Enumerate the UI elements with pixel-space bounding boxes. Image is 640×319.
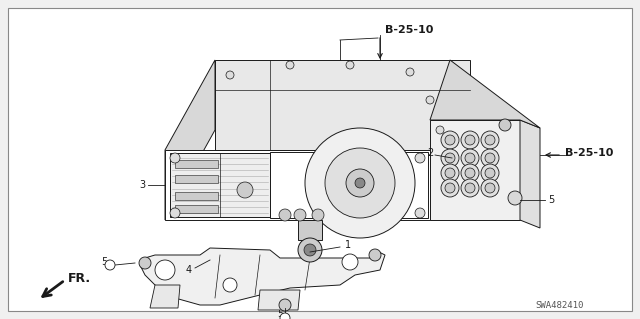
Circle shape [369,249,381,261]
Circle shape [485,135,495,145]
Circle shape [445,183,455,193]
Circle shape [481,164,499,182]
Circle shape [499,119,511,131]
Circle shape [465,168,475,178]
Circle shape [294,209,306,221]
Circle shape [226,71,234,79]
Circle shape [155,260,175,280]
Polygon shape [165,150,430,220]
Text: B-25-10: B-25-10 [565,148,613,158]
Circle shape [481,131,499,149]
Circle shape [223,278,237,292]
Polygon shape [298,220,322,240]
Circle shape [105,260,115,270]
Polygon shape [258,290,300,310]
Polygon shape [430,60,540,128]
Polygon shape [270,152,428,218]
Circle shape [325,148,395,218]
Circle shape [485,153,495,163]
Circle shape [170,208,180,218]
Circle shape [170,153,180,163]
Circle shape [280,313,290,319]
Circle shape [441,179,459,197]
Circle shape [279,299,291,311]
Text: 5: 5 [548,195,554,205]
Circle shape [508,191,522,205]
Polygon shape [215,60,470,150]
Circle shape [406,68,414,76]
Text: FR.: FR. [68,272,91,286]
Circle shape [481,149,499,167]
Text: 1: 1 [345,240,351,250]
Circle shape [461,179,479,197]
Circle shape [415,153,425,163]
Circle shape [465,183,475,193]
Circle shape [461,131,479,149]
Polygon shape [175,160,218,168]
Polygon shape [520,120,540,228]
Circle shape [441,149,459,167]
Circle shape [465,135,475,145]
Text: 3: 3 [139,180,145,190]
Circle shape [355,178,365,188]
Circle shape [445,168,455,178]
Text: SWA482410: SWA482410 [536,300,584,309]
Text: 5: 5 [276,309,283,319]
Circle shape [481,179,499,197]
Text: 2: 2 [427,148,433,158]
Circle shape [426,96,434,104]
Circle shape [461,164,479,182]
Circle shape [346,169,374,197]
Polygon shape [150,285,180,308]
Circle shape [461,149,479,167]
Circle shape [298,238,322,262]
Circle shape [279,209,291,221]
Circle shape [485,183,495,193]
Text: 5: 5 [100,257,107,267]
Text: B-25-10: B-25-10 [385,25,433,35]
Polygon shape [140,248,385,305]
Polygon shape [175,205,218,213]
Circle shape [346,61,354,69]
Circle shape [237,182,253,198]
Circle shape [139,257,151,269]
Circle shape [445,153,455,163]
Polygon shape [165,60,215,220]
Polygon shape [170,153,270,217]
Circle shape [465,153,475,163]
Circle shape [415,208,425,218]
Polygon shape [175,192,218,200]
Circle shape [485,168,495,178]
Circle shape [305,128,415,238]
Circle shape [445,135,455,145]
Text: 4: 4 [186,265,192,275]
Polygon shape [430,120,520,220]
Circle shape [304,244,316,256]
Circle shape [436,126,444,134]
Polygon shape [175,175,218,183]
Circle shape [441,131,459,149]
Circle shape [312,209,324,221]
Circle shape [342,254,358,270]
Circle shape [286,61,294,69]
Circle shape [441,164,459,182]
